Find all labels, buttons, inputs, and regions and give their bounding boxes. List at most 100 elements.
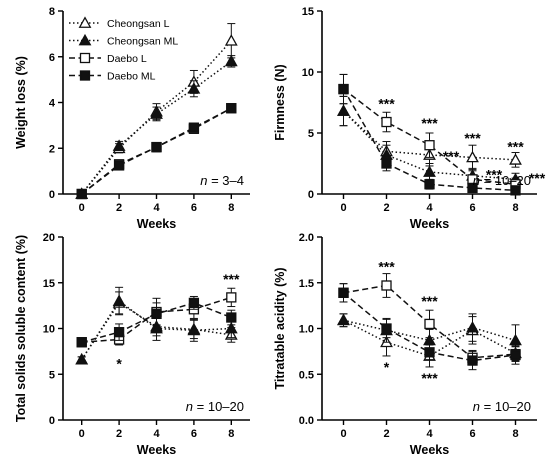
data-point bbox=[424, 140, 435, 151]
data-point bbox=[224, 54, 238, 67]
data-point bbox=[76, 337, 87, 348]
sample-size-annotation: n = 3–4 bbox=[200, 173, 244, 188]
data-point bbox=[424, 318, 435, 330]
data-point bbox=[381, 280, 392, 291]
significance-label: * bbox=[384, 359, 390, 375]
significance-label: * bbox=[116, 355, 122, 371]
significance-label: *** bbox=[378, 258, 395, 274]
significance-label: *** bbox=[529, 170, 546, 186]
significance-label: *** bbox=[421, 370, 438, 386]
x-tick-label: 4 bbox=[426, 202, 433, 214]
data-point bbox=[337, 313, 350, 326]
data-point bbox=[224, 321, 238, 334]
y-axis-label: Weight loss (%) bbox=[14, 56, 28, 149]
data-point bbox=[151, 308, 162, 320]
data-point bbox=[187, 323, 201, 336]
series-daebo-l bbox=[338, 73, 521, 191]
data-point bbox=[381, 158, 392, 169]
sample-size-annotation: n = 10–20 bbox=[473, 173, 531, 188]
panel-3: 0 5 10 15 20 0 2 4 6 8 Weeks Total solids soluble c… bbox=[14, 232, 250, 457]
y-tick-label: 6 bbox=[49, 52, 55, 64]
data-point bbox=[112, 139, 126, 151]
data-point bbox=[78, 16, 92, 28]
x-tick-label: 8 bbox=[228, 428, 234, 440]
y-tick-label: 5 bbox=[49, 369, 55, 381]
y-tick-label: 4 bbox=[49, 98, 56, 110]
x-tick-label: 0 bbox=[340, 202, 346, 214]
x-tick-label: 2 bbox=[383, 428, 389, 440]
y-tick-label: 0 bbox=[308, 189, 314, 201]
data-point bbox=[224, 34, 238, 46]
y-tick-label: 15 bbox=[302, 6, 314, 18]
y-tick-label: 0.5 bbox=[299, 369, 314, 381]
y-tick-label: 0 bbox=[49, 415, 55, 427]
x-tick-label: 2 bbox=[383, 202, 389, 214]
series-line bbox=[81, 296, 232, 343]
x-tick-label: 6 bbox=[191, 202, 197, 214]
y-tick-label: 1.0 bbox=[299, 324, 314, 336]
data-point bbox=[188, 297, 200, 309]
legend-entry: Cheongsan ML bbox=[107, 36, 178, 48]
x-tick-label: 0 bbox=[340, 428, 346, 440]
data-point bbox=[337, 104, 350, 116]
y-tick-label: 10 bbox=[43, 324, 55, 336]
x-tick-label: 8 bbox=[228, 202, 234, 214]
x-tick-label: 2 bbox=[116, 202, 122, 214]
significance-label: *** bbox=[443, 148, 460, 164]
y-tick-label: 2.0 bbox=[299, 232, 314, 244]
significance-label: *** bbox=[421, 293, 438, 309]
x-axis-label: Weeks bbox=[410, 217, 449, 231]
data-point bbox=[467, 355, 478, 366]
data-point bbox=[424, 179, 435, 190]
data-point bbox=[75, 352, 89, 365]
x-axis-label: Weeks bbox=[137, 217, 176, 231]
data-point bbox=[112, 294, 126, 306]
data-point bbox=[381, 323, 392, 334]
series-daebo-ml bbox=[338, 73, 521, 196]
data-point bbox=[113, 160, 125, 171]
y-axis-label: Firmness (N) bbox=[273, 64, 287, 140]
data-point bbox=[113, 327, 125, 338]
series-daebo-ml bbox=[76, 295, 237, 348]
x-tick-label: 8 bbox=[512, 428, 518, 440]
x-tick-label: 6 bbox=[469, 428, 475, 440]
data-point bbox=[188, 122, 200, 133]
sample-size-annotation: n = 10–20 bbox=[186, 399, 244, 414]
data-point bbox=[466, 320, 479, 333]
y-tick-label: 0.0 bbox=[299, 415, 314, 427]
data-point bbox=[226, 103, 237, 114]
data-point bbox=[338, 287, 349, 298]
data-point bbox=[509, 333, 522, 346]
panel-4: 0.0 0.5 1.0 1.5 2.0 0 2 4 6 8 Weeks Titratable acid… bbox=[273, 232, 537, 457]
x-tick-label: 4 bbox=[426, 428, 433, 440]
data-point bbox=[466, 150, 479, 163]
y-tick-label: 8 bbox=[49, 6, 55, 18]
x-tick-label: 2 bbox=[116, 428, 122, 440]
series-daebo-ml bbox=[338, 283, 521, 371]
data-point bbox=[509, 153, 522, 165]
x-axis-label: Weeks bbox=[137, 443, 176, 457]
significance-label: *** bbox=[464, 130, 481, 146]
data-point bbox=[338, 83, 349, 95]
x-tick-label: 4 bbox=[153, 428, 160, 440]
y-tick-label: 1.5 bbox=[299, 278, 314, 290]
x-tick-label: 4 bbox=[153, 202, 160, 214]
data-point bbox=[79, 52, 91, 64]
significance-label: *** bbox=[223, 271, 240, 287]
significance-label: *** bbox=[421, 115, 438, 131]
legend-entry: Daebo L bbox=[107, 53, 147, 65]
legend: Cheongsan L Cheongsan ML Daebo L Daebo ML bbox=[69, 16, 178, 83]
data-point bbox=[226, 292, 237, 303]
y-tick-label: 20 bbox=[43, 232, 55, 244]
x-tick-label: 0 bbox=[79, 202, 85, 214]
legend-entry: Cheongsan L bbox=[107, 18, 170, 30]
y-tick-label: 0 bbox=[49, 189, 55, 201]
data-point bbox=[79, 70, 91, 81]
data-point bbox=[381, 116, 392, 128]
data-point bbox=[424, 347, 435, 358]
sample-size-annotation: n = 10–20 bbox=[473, 399, 531, 414]
y-axis-label: Titratable acidity (%) bbox=[273, 267, 287, 389]
data-point bbox=[467, 182, 478, 194]
